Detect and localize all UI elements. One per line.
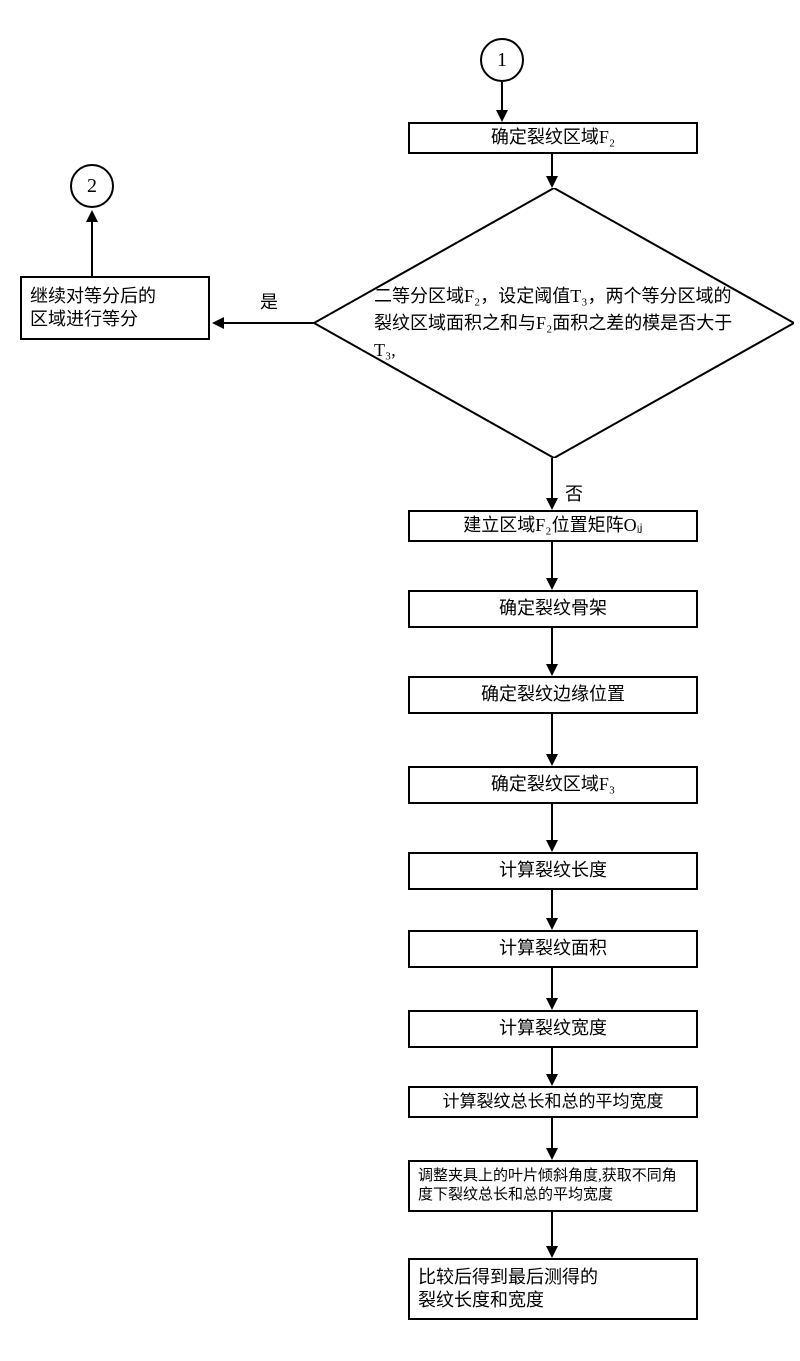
- arrow-head: [546, 840, 558, 852]
- step-skeleton: 确定裂纹骨架: [408, 590, 698, 628]
- step-total-avg-label: 计算裂纹总长和总的平均宽度: [443, 1091, 664, 1113]
- step-matrix: 建立区域F₂位置矩阵Oᵢⱼ: [408, 510, 698, 542]
- edge-label-no: 否: [565, 480, 583, 506]
- step-compare-result: 比较后得到最后测得的 裂纹长度和宽度: [408, 1258, 698, 1320]
- step-area: 计算裂纹面积: [408, 930, 698, 968]
- arrow-head: [496, 110, 508, 122]
- step-continue-bisect: 继续对等分后的 区域进行等分: [20, 276, 210, 340]
- connector-2-label: 2: [87, 175, 97, 198]
- arrow-head: [212, 317, 224, 329]
- edge-line: [551, 890, 553, 920]
- edge-line: [551, 714, 553, 756]
- arrow-head: [546, 918, 558, 930]
- edge-line: [551, 1118, 553, 1150]
- decision-bisect-label: 二等分区域F₂，设定阈值T₃，两个等分区域的裂纹区域面积之和与F₂面积之差的模是…: [314, 283, 794, 364]
- step-compare-result-label: 比较后得到最后测得的 裂纹长度和宽度: [418, 1266, 598, 1313]
- step-adjust-angle: 调整夹具上的叶片倾斜角度,获取不同角度下裂纹总长和总的平均宽度: [408, 1160, 698, 1212]
- step-matrix-label: 建立区域F₂位置矩阵Oᵢⱼ: [463, 514, 642, 537]
- step-length-label: 计算裂纹长度: [499, 859, 607, 882]
- arrow-head: [546, 498, 558, 510]
- arrow-head: [546, 1148, 558, 1160]
- flowchart-container: 1 确定裂纹区域F₂ 二等分区域F₂，设定阈值T₃，两个等分区域的裂纹区域面积之…: [0, 0, 800, 1361]
- edge-line: [222, 322, 314, 324]
- arrow-head: [546, 578, 558, 590]
- edge-line: [551, 154, 553, 178]
- arrow-head: [546, 754, 558, 766]
- connector-1: 1: [480, 38, 524, 82]
- arrow-head: [546, 1074, 558, 1086]
- step-length: 计算裂纹长度: [408, 852, 698, 890]
- step-edge-pos-label: 确定裂纹边缘位置: [481, 683, 625, 706]
- connector-1-label: 1: [497, 49, 507, 72]
- step-f3-region: 确定裂纹区域F₃: [408, 766, 698, 804]
- edge-line: [501, 82, 503, 112]
- step-width-label: 计算裂纹宽度: [499, 1017, 607, 1040]
- step-f3-region-label: 确定裂纹区域F₃: [491, 773, 615, 796]
- step-width: 计算裂纹宽度: [408, 1010, 698, 1048]
- arrow-head: [546, 664, 558, 676]
- step-adjust-angle-label: 调整夹具上的叶片倾斜角度,获取不同角度下裂纹总长和总的平均宽度: [418, 1167, 688, 1206]
- connector-2: 2: [70, 164, 114, 208]
- step-continue-bisect-label: 继续对等分后的 区域进行等分: [30, 285, 156, 332]
- step-area-label: 计算裂纹面积: [499, 937, 607, 960]
- step-f2-region: 确定裂纹区域F₂: [408, 122, 698, 154]
- edge-label-yes: 是: [260, 288, 278, 314]
- edge-line: [551, 1212, 553, 1248]
- edge-line: [551, 458, 553, 500]
- edge-line: [551, 804, 553, 842]
- decision-bisect: 二等分区域F₂，设定阈值T₃，两个等分区域的裂纹区域面积之和与F₂面积之差的模是…: [314, 188, 794, 458]
- edge-line: [91, 220, 93, 276]
- step-total-avg: 计算裂纹总长和总的平均宽度: [408, 1086, 698, 1118]
- arrow-head: [86, 210, 98, 222]
- edge-line: [551, 628, 553, 666]
- arrow-head: [546, 998, 558, 1010]
- edge-line: [551, 968, 553, 1000]
- step-f2-region-label: 确定裂纹区域F₂: [491, 126, 615, 149]
- arrow-head: [546, 1246, 558, 1258]
- step-skeleton-label: 确定裂纹骨架: [499, 597, 607, 620]
- edge-line: [551, 542, 553, 580]
- step-edge-pos: 确定裂纹边缘位置: [408, 676, 698, 714]
- arrow-head: [546, 176, 558, 188]
- edge-line: [551, 1048, 553, 1076]
